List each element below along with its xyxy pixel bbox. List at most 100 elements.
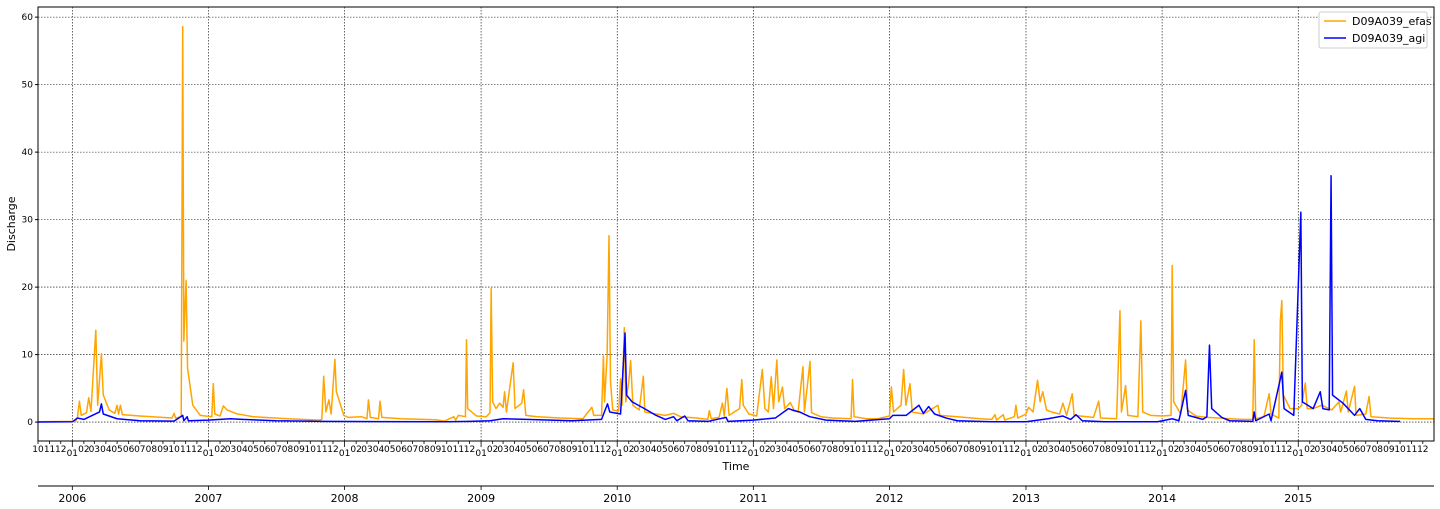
x-tick-label: 06 [532, 445, 544, 455]
x-tick-label: 11 [180, 445, 191, 455]
x-tick-label: 01 [1293, 449, 1304, 459]
x-tick-label: 08 [827, 445, 839, 455]
x-tick-label: 05 [656, 445, 667, 455]
y-tick-label: 50 [22, 81, 34, 91]
x-tick-label: 07 [543, 445, 554, 455]
x-tick-label: 05 [1337, 445, 1348, 455]
x-tick-label: 01 [67, 449, 78, 459]
x-tick-label: 02 [623, 445, 634, 455]
x-tick-label: 01 [1156, 449, 1167, 459]
x-tick-label: 05 [929, 445, 940, 455]
x-tick-label: 05 [1065, 445, 1076, 455]
x-tick-label: 11 [1134, 445, 1145, 455]
x-tick-label: 08 [1372, 445, 1384, 455]
x-tick-label: 02 [759, 445, 770, 455]
x-tick-label: 03 [89, 445, 100, 455]
plot-background [38, 7, 1434, 441]
x-tick-label: 08 [554, 445, 566, 455]
x-tick-label: 10 [1394, 445, 1406, 455]
x-tick-label: 04 [236, 445, 248, 455]
x-tick-label: 05 [1201, 445, 1212, 455]
x-tick-label: 11 [861, 445, 872, 455]
x-tick-label: 09 [1111, 445, 1123, 455]
x-tick-label: 06 [1213, 445, 1225, 455]
x-tick-label: 03 [225, 445, 236, 455]
x-tick-label: 09 [1383, 445, 1395, 455]
x-tick-label: 09 [975, 445, 987, 455]
year-tick-label: 2009 [467, 492, 495, 505]
x-tick-label: 08 [691, 445, 703, 455]
x-tick-label: 07 [952, 445, 963, 455]
x-tick-label: 02 [1304, 445, 1315, 455]
x-tick-label: 09 [157, 445, 169, 455]
year-tick-label: 2010 [603, 492, 631, 505]
x-tick-label: 09 [702, 445, 714, 455]
x-tick-label: 07 [1088, 445, 1099, 455]
x-tick-label: 03 [633, 445, 644, 455]
year-tick-label: 2012 [875, 492, 903, 505]
x-tick-label: 12 [872, 445, 883, 455]
x-tick-label: 11 [998, 445, 1009, 455]
x-tick-label: 02 [1032, 445, 1043, 455]
x-tick-label: 02 [895, 445, 906, 455]
x-tick-label: 05 [520, 445, 531, 455]
x-tick-label: 08 [418, 445, 430, 455]
year-tick-label: 2013 [1012, 492, 1040, 505]
x-tick-label: 02 [487, 445, 498, 455]
x-tick-label: 12 [327, 445, 338, 455]
x-tick-label: 03 [1042, 445, 1053, 455]
legend: D09A039_efas D09A039_agi [1318, 11, 1432, 49]
x-axis-title: Time [722, 460, 750, 473]
x-tick-label: 10 [577, 445, 589, 455]
x-tick-label: 12 [1009, 445, 1020, 455]
x-tick-label: 10 [305, 445, 317, 455]
x-tick-label: 07 [815, 445, 826, 455]
x-tick-label: 11 [316, 445, 327, 455]
legend-label-efas: D09A039_efas [1352, 15, 1432, 28]
year-tick-label: 2015 [1284, 492, 1312, 505]
x-tick-label: 07 [134, 445, 145, 455]
x-tick-label: 12 [600, 445, 611, 455]
x-tick-label: 12 [1417, 445, 1428, 455]
x-tick-label: 09 [430, 445, 442, 455]
series-lines [37, 25, 1434, 423]
x-tick-label: 11 [44, 445, 55, 455]
x-tick-label: 06 [396, 445, 408, 455]
x-tick-label: 07 [1224, 445, 1235, 455]
x-tick-label: 02 [350, 445, 361, 455]
x-tick-label: 01 [1020, 449, 1031, 459]
y-tick-label: 10 [22, 351, 34, 361]
x-tick-label: 10 [1258, 445, 1270, 455]
year-tick-label: 2014 [1148, 492, 1176, 505]
x-tick-label: 01 [884, 449, 895, 459]
x-tick-label: 07 [270, 445, 281, 455]
x-tick-label: 03 [361, 445, 372, 455]
x-tick-label: 09 [1247, 445, 1259, 455]
x-tick-label: 06 [668, 445, 680, 455]
x-tick-label: 01 [339, 449, 350, 459]
year-tick-label: 2007 [194, 492, 222, 505]
legend-label-agi: D09A039_agi [1352, 32, 1425, 45]
x-tick-label: 04 [1190, 445, 1202, 455]
x-tick-label: 04 [918, 445, 930, 455]
series-line-agi [37, 174, 1401, 423]
x-tick-label: 10 [986, 445, 998, 455]
x-tick-label: 11 [725, 445, 736, 455]
plot-border [37, 6, 1435, 442]
x-tick-label: 01 [611, 449, 622, 459]
x-tick-label: 05 [792, 445, 803, 455]
x-tick-label: 11 [1406, 445, 1417, 455]
year-tick-label: 2011 [739, 492, 767, 505]
y-tick-label: 40 [22, 148, 34, 158]
y-tick-label: 60 [22, 13, 34, 23]
y-axis: 0 10 20 30 40 50 60 [22, 13, 38, 428]
x-tick-label: 06 [940, 445, 952, 455]
x-tick-label: 06 [1077, 445, 1089, 455]
x-tick-label: 10 [713, 445, 725, 455]
series-line-efas [37, 25, 1434, 423]
x-tick-label: 04 [645, 445, 657, 455]
x-tick-label: 04 [373, 445, 385, 455]
x-tick-label: 05 [247, 445, 258, 455]
